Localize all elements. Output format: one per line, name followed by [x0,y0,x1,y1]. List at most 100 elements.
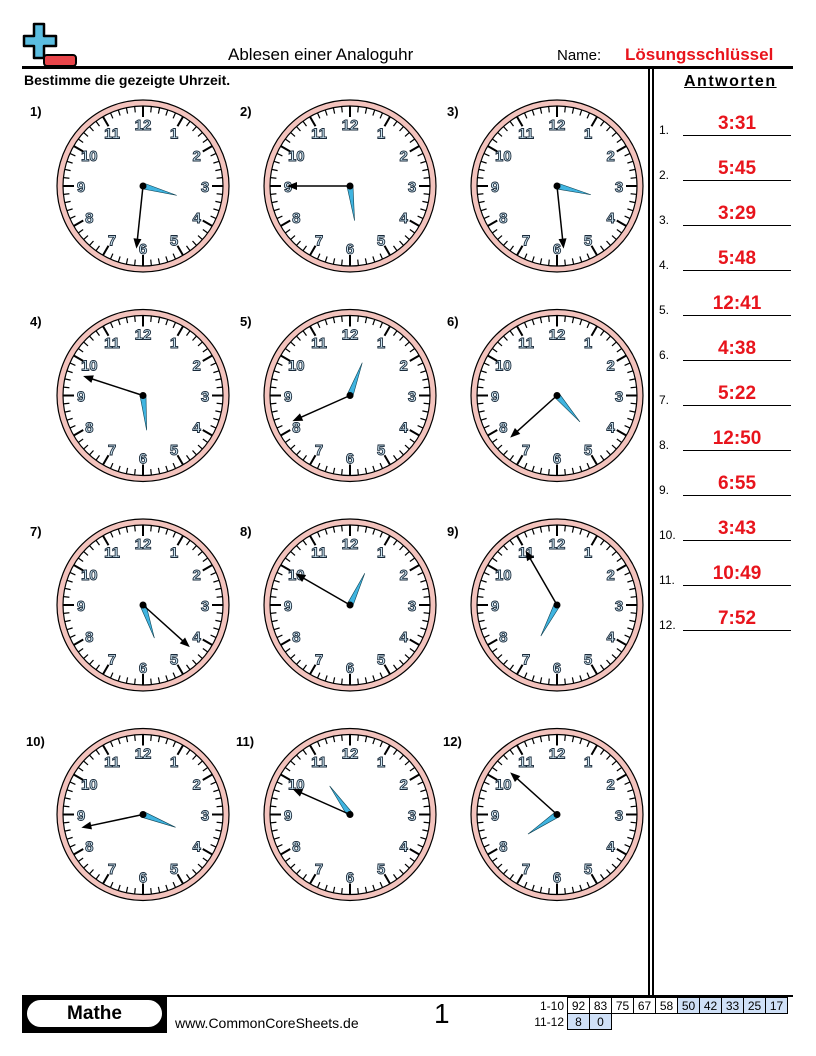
tick-mark [539,317,543,324]
tick-mark [624,844,631,848]
tick-mark [487,429,498,437]
tick-mark [202,557,209,562]
tick-mark [213,579,220,583]
tick-mark [616,438,623,444]
tick-mark [210,152,217,157]
tick-mark [284,138,291,143]
clock-numeral: 1 [170,335,178,352]
tick-mark [393,120,398,127]
tick-mark [117,256,121,263]
tick-mark [422,200,429,204]
tick-mark [64,410,71,413]
tick-mark [509,455,514,461]
answer-field[interactable]: 5:48 [683,248,791,271]
tick-mark [197,863,203,869]
clock-numeral: 4 [193,420,202,437]
tick-mark [590,873,598,885]
tick-mark [630,821,637,824]
tick-mark [280,638,291,646]
tick-mark [280,848,291,856]
clock-numeral: 9 [284,598,292,615]
subject-badge: Mathe [22,997,167,1033]
clock-numeral: 11 [104,335,120,352]
tick-mark [487,638,498,646]
tick-mark [117,738,121,745]
question-number: 6) [447,314,459,329]
tick-mark [63,402,70,405]
tick-mark [202,229,209,234]
tick-mark [77,138,84,143]
tick-mark [503,545,508,551]
clock-numeral: 10 [81,148,98,165]
answer-field[interactable]: 5:22 [683,383,791,406]
tick-mark [309,245,317,256]
tick-mark [571,258,575,265]
minute-hand-arrow [179,637,190,648]
clock-numeral: 5 [170,442,178,459]
answer-field[interactable]: 3:31 [683,113,791,136]
clock-numeral: 7 [522,442,530,459]
site-url[interactable]: www.CommonCoreSheets.de [175,1015,359,1031]
clock-numeral: 7 [522,233,530,250]
tick-mark [216,386,223,389]
tick-mark [186,664,191,671]
tick-mark [523,112,528,119]
minute-hand-arrow [81,821,92,830]
clock-numeral: 10 [81,777,98,794]
answer-field[interactable]: 12:41 [683,293,791,316]
tick-mark [629,619,636,623]
tick-mark [523,462,528,469]
tick-mark [290,341,296,347]
clock-numeral: 11 [104,125,120,142]
score-cell: 8 [567,1013,590,1030]
tick-mark [579,675,583,682]
tick-mark [480,160,487,164]
tick-mark [624,425,631,429]
tick-mark [73,848,84,856]
tick-mark [210,571,217,576]
tick-mark [270,596,277,598]
clock-numeral: 12 [342,327,359,344]
tick-mark [417,571,424,576]
tick-mark [477,805,484,808]
tick-mark [83,235,89,240]
tick-mark [64,168,71,172]
clock-numeral: 3 [201,389,209,406]
answer-field[interactable]: 5:45 [683,158,791,181]
answer-field[interactable]: 6:55 [683,473,791,496]
tick-mark [192,450,197,456]
answer-field[interactable]: 3:29 [683,203,791,226]
answer-field[interactable]: 12:50 [683,428,791,451]
clock-numeral: 2 [400,777,408,794]
tick-mark [102,535,110,546]
tick-mark [516,744,524,756]
tick-mark [491,229,498,234]
answer-field[interactable]: 10:49 [683,563,791,586]
tick-mark [523,741,528,748]
minute-hand [90,377,144,397]
tick-mark [409,648,416,653]
tick-mark [611,863,617,869]
clock-numeral: 9 [491,598,499,615]
tick-mark [95,455,100,461]
tick-mark [341,525,343,532]
answer-field[interactable]: 7:52 [683,608,791,631]
minute-hand [299,791,351,816]
tick-mark [66,417,73,421]
tick-mark [627,208,634,212]
tick-mark [629,829,636,832]
tick-mark [316,322,321,329]
answer-field[interactable]: 4:38 [683,338,791,361]
tick-mark [157,317,161,324]
tick-mark [409,347,416,353]
clock-numeral: 6 [553,870,561,887]
tick-mark [284,347,291,353]
tick-mark [73,219,84,227]
tick-mark [509,120,514,127]
tick-mark [590,664,598,675]
clock-numeral: 1 [584,754,592,771]
tick-mark [491,766,498,772]
answer-field[interactable]: 3:43 [683,518,791,541]
